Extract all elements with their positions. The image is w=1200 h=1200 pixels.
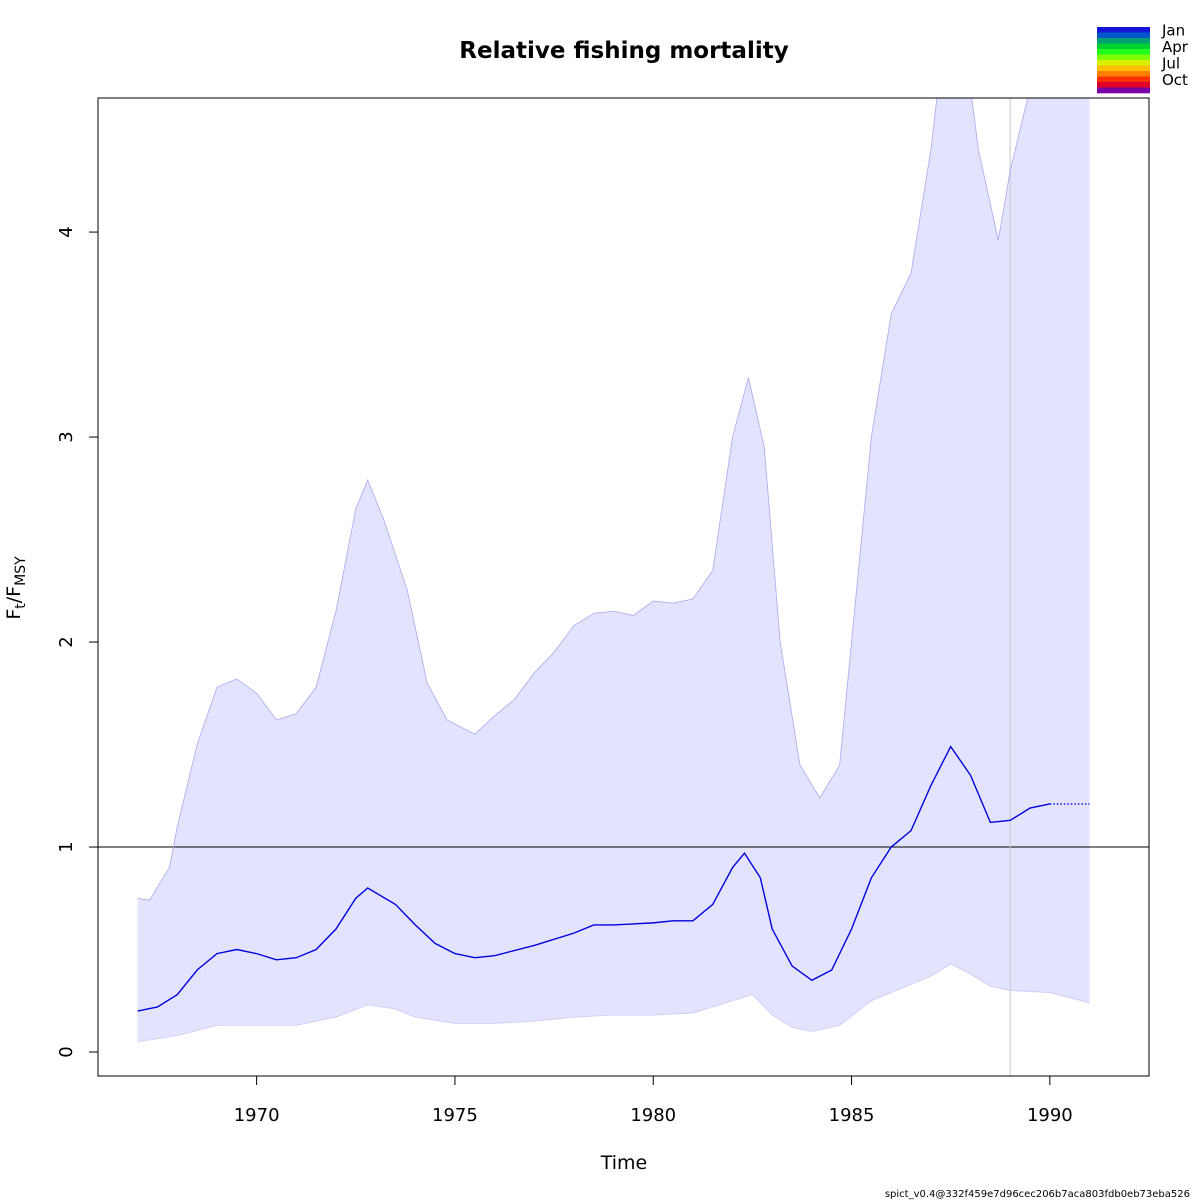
plot-area bbox=[98, 98, 1149, 1076]
chart-title: Relative fishing mortality bbox=[459, 38, 788, 64]
legend-swatch bbox=[1097, 49, 1150, 55]
legend-swatch bbox=[1097, 87, 1150, 94]
series-upper bbox=[137, 98, 1029, 901]
y-tick-label: 0 bbox=[56, 1046, 77, 1057]
y-axis-label: Ft/FMSY bbox=[3, 556, 29, 620]
legend-swatch bbox=[1097, 76, 1150, 83]
legend-swatch bbox=[1097, 43, 1150, 50]
y-tick-label: 2 bbox=[56, 636, 77, 647]
legend-label: Oct bbox=[1162, 71, 1188, 89]
legend-swatch bbox=[1097, 60, 1150, 66]
legend-swatch bbox=[1097, 38, 1150, 44]
x-tick-label: 1985 bbox=[829, 1105, 875, 1126]
x-tick-label: 1975 bbox=[432, 1105, 478, 1126]
legend-swatch bbox=[1097, 82, 1150, 88]
x-tick-label: 1990 bbox=[1027, 1105, 1073, 1126]
series-estimate bbox=[137, 745, 1050, 1012]
ci-band bbox=[137, 98, 1090, 1042]
legend-swatch bbox=[1097, 32, 1150, 39]
legend-label: Apr bbox=[1162, 38, 1189, 56]
plot-frame bbox=[97, 97, 1150, 1077]
y-tick-label: 3 bbox=[56, 431, 77, 442]
legend-swatch bbox=[1097, 71, 1150, 77]
legend-label: Jul bbox=[1161, 54, 1180, 72]
legend-swatch bbox=[1097, 54, 1150, 61]
y-tick-label: 4 bbox=[56, 226, 77, 237]
footer: spict_v0.4@332f459e7d96cec206b7aca803fdb… bbox=[885, 1189, 1190, 1200]
x-tick-label: 1980 bbox=[630, 1105, 676, 1126]
legend-swatch bbox=[1097, 27, 1150, 33]
legend-label: Jan bbox=[1161, 21, 1185, 39]
series-lower bbox=[137, 963, 1090, 1043]
x-axis-label: Time bbox=[600, 1152, 648, 1174]
y-tick-label: 1 bbox=[56, 841, 77, 852]
x-tick-label: 1970 bbox=[234, 1105, 280, 1126]
legend-swatch bbox=[1097, 65, 1150, 72]
